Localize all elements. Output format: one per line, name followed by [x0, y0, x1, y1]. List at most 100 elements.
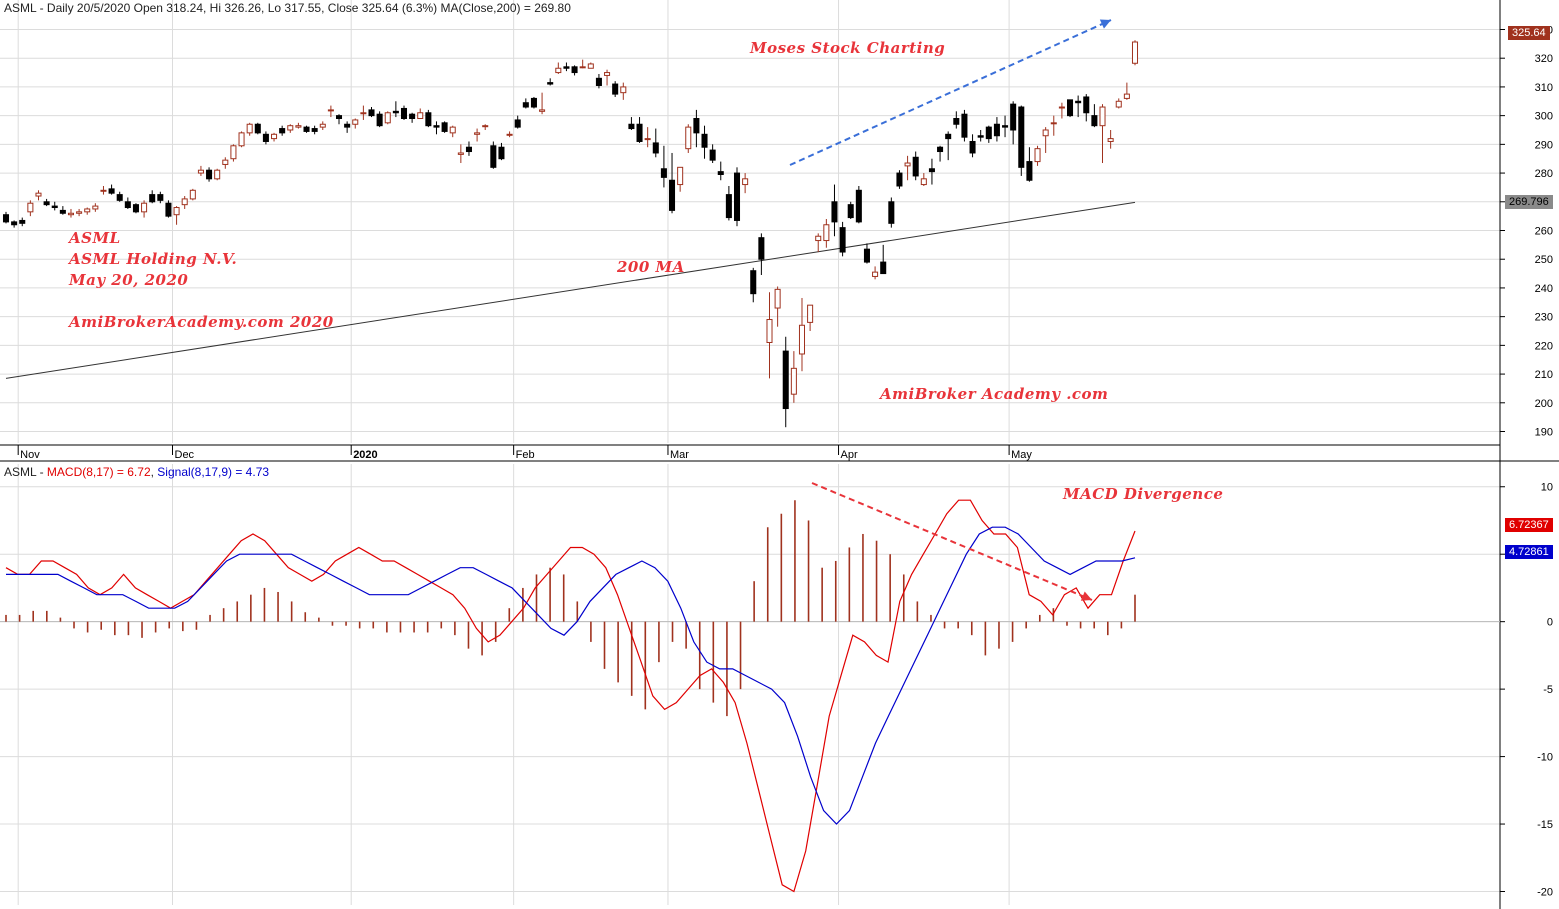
- candle-down: [563, 66, 570, 69]
- candle-up: [35, 192, 42, 197]
- candle-down: [717, 171, 724, 176]
- x-tick-label: Nov: [20, 449, 40, 461]
- price-y-tick-label: 200: [1535, 398, 1553, 410]
- candle-down: [514, 119, 521, 128]
- price-y-tick-label: 240: [1535, 283, 1553, 295]
- candle-up: [141, 202, 148, 213]
- signal-line: [6, 526, 1136, 825]
- x-axis-ticks: Nov Dec 2020 Feb Mar Apr May: [17, 445, 1032, 461]
- candle-up: [197, 169, 204, 174]
- candle-down: [490, 145, 497, 168]
- candle-up: [1058, 106, 1065, 109]
- price-trend-arrow-head: [1099, 19, 1111, 29]
- macd-lines: [5, 499, 1136, 893]
- candle-up: [417, 112, 424, 120]
- candle-down: [400, 107, 408, 120]
- candle-down: [43, 201, 50, 206]
- candle-up: [823, 224, 830, 242]
- candle-up: [644, 138, 651, 141]
- x-tick-label: May: [1011, 449, 1032, 461]
- candle-up: [100, 189, 107, 192]
- macd-y-tick-label: -15: [1537, 819, 1553, 831]
- candle-down: [750, 270, 757, 295]
- candle-up: [620, 86, 627, 94]
- candle-up: [587, 63, 594, 69]
- candle-up: [214, 169, 221, 180]
- candle-down: [863, 248, 870, 263]
- candle-down: [2, 214, 10, 223]
- candle-down: [652, 142, 659, 154]
- candle-down: [522, 102, 529, 108]
- candle-up: [555, 67, 562, 74]
- macd-y-tick-label: 10: [1541, 482, 1553, 494]
- candle-up: [1034, 148, 1041, 163]
- candle-down: [928, 168, 935, 173]
- annotation-moses: Moses Stock Charting: [750, 39, 946, 57]
- candle-up: [579, 66, 586, 69]
- annotation-ma200: 200 MA: [617, 258, 685, 276]
- price-y-tick-label: 250: [1535, 254, 1553, 266]
- candle-down: [376, 113, 383, 127]
- candle-up: [815, 235, 822, 242]
- candle-down: [912, 156, 919, 177]
- macd-line: [5, 499, 1136, 893]
- candle-up: [352, 119, 359, 125]
- candle-down: [1002, 125, 1009, 128]
- candle-down: [206, 169, 213, 180]
- ma200-line: [5, 201, 1136, 379]
- candle-down: [855, 189, 862, 223]
- annotation-arrows: [789, 19, 1112, 601]
- candle-up: [457, 152, 464, 155]
- candle-up: [246, 123, 253, 134]
- candle-up: [76, 211, 83, 214]
- candle-up: [1123, 93, 1130, 99]
- candle-down: [985, 126, 992, 140]
- candle-up: [287, 125, 294, 131]
- macd-header-sep: ,: [150, 465, 158, 479]
- x-tick-label: 2020: [353, 449, 377, 461]
- candle-down: [335, 115, 343, 120]
- candle-down: [392, 110, 399, 114]
- candle-up: [685, 126, 692, 150]
- candle-up: [238, 132, 245, 147]
- x-tick-label: Apr: [841, 449, 858, 461]
- candle-down: [11, 221, 18, 226]
- candle-down: [969, 140, 976, 154]
- candle-down: [262, 133, 269, 142]
- candle-up: [1115, 100, 1122, 108]
- x-tick-label: Mar: [670, 449, 689, 461]
- price-y-tick-label: 210: [1535, 369, 1553, 381]
- candle-down: [149, 194, 156, 203]
- candle-down: [547, 82, 554, 85]
- candle-down: [782, 350, 789, 410]
- candle-down: [409, 113, 416, 120]
- macd-value-tag: 6.72367: [1505, 518, 1553, 532]
- candle-down: [1075, 100, 1082, 104]
- candle-up: [67, 212, 74, 216]
- macd-divergence-arrow-head: [1080, 591, 1092, 601]
- candle-down: [701, 133, 708, 148]
- candle-up: [230, 145, 237, 160]
- candle-up: [790, 367, 797, 395]
- price-candles: [2, 40, 1139, 428]
- signal-value-tag: 4.72861: [1505, 545, 1553, 559]
- candle-down: [344, 123, 351, 128]
- candle-down: [132, 204, 139, 213]
- candle-down: [1018, 106, 1025, 168]
- candle-down: [165, 202, 172, 217]
- candle-down: [465, 146, 472, 153]
- candle-up: [506, 133, 513, 136]
- macd-divergence-arrow: [811, 482, 1093, 601]
- signal-header-label: Signal(8,17,9) = 4.73: [157, 465, 270, 479]
- candle-down: [725, 194, 732, 219]
- price-y-tick-label: 320: [1535, 53, 1553, 65]
- candle-down: [880, 261, 887, 275]
- macd-header-label: MACD(8,17) = 6.72: [46, 465, 151, 479]
- candle-down: [1026, 161, 1033, 181]
- macd-header: ASML - MACD(8,17) = 6.72, Signal(8,17,9)…: [4, 465, 269, 479]
- candle-up: [27, 202, 34, 213]
- candle-down: [628, 123, 635, 130]
- candle-down: [433, 125, 440, 128]
- candle-down: [693, 118, 700, 134]
